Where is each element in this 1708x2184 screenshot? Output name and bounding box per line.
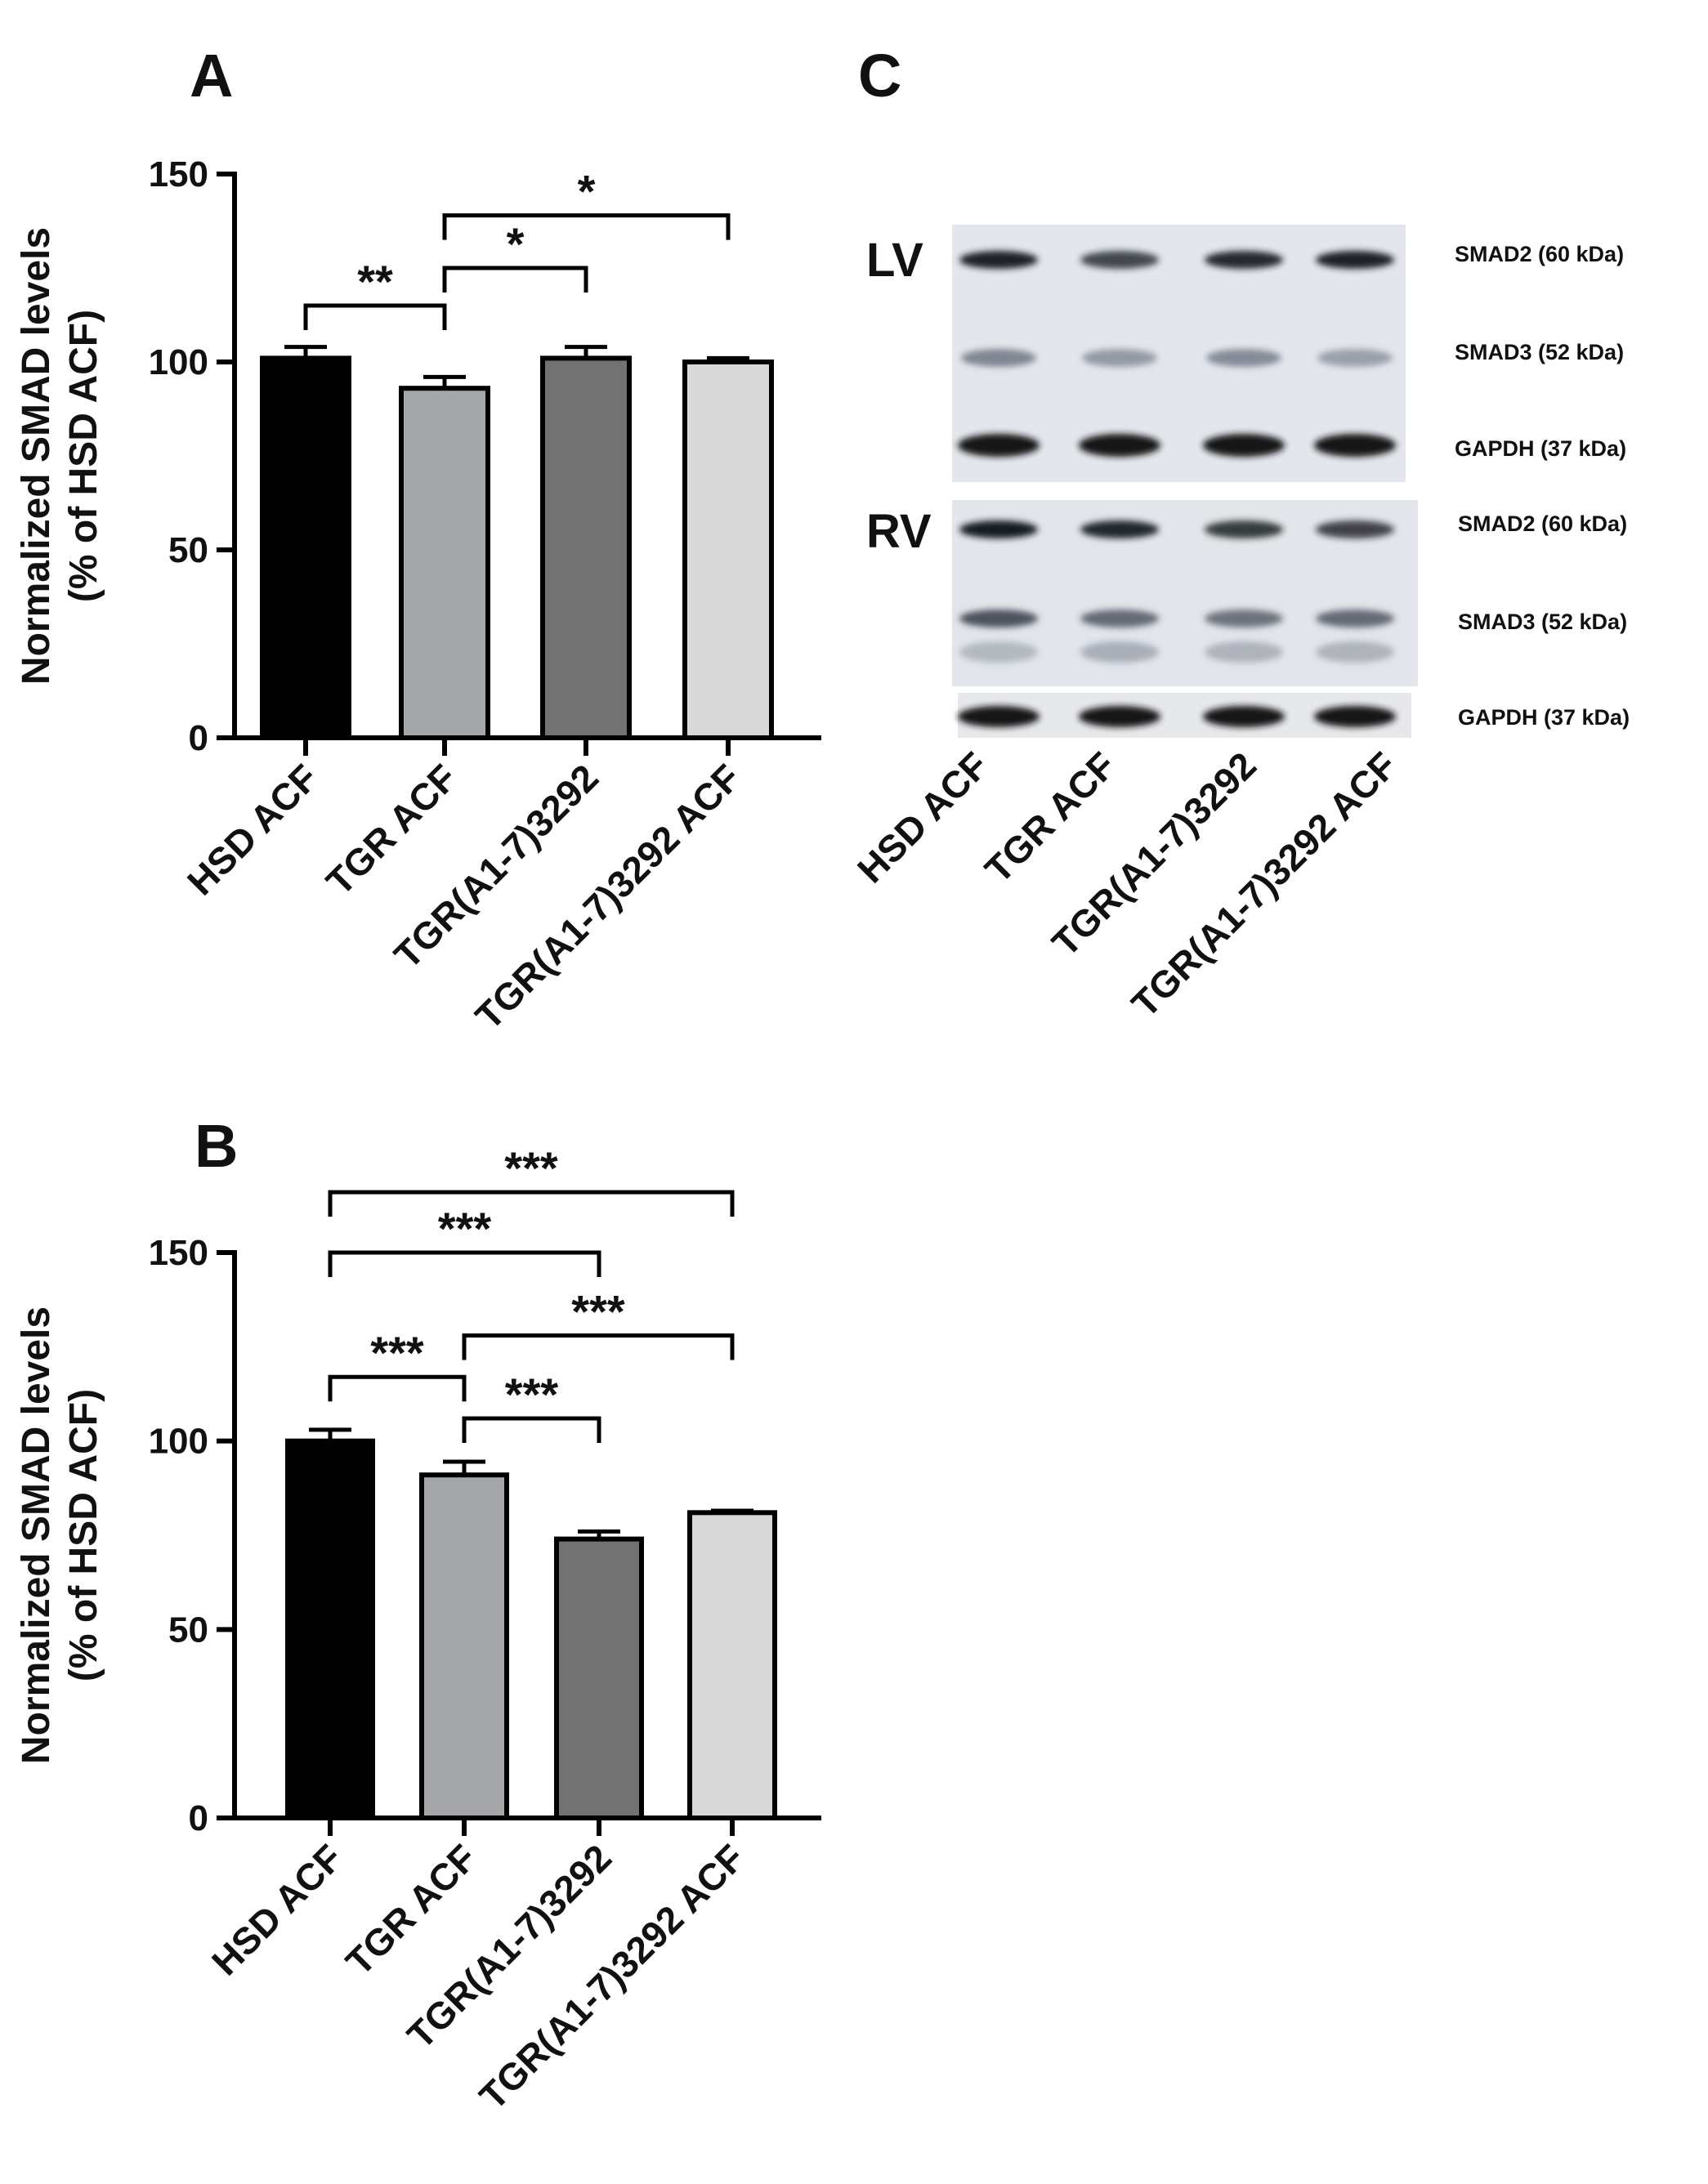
band-lv-gapdh xyxy=(1314,434,1396,457)
bar xyxy=(399,386,490,740)
band-lv-smad3 xyxy=(1317,349,1393,367)
y-tick-label: 100 xyxy=(149,342,208,382)
y-tick-label: 50 xyxy=(168,1610,208,1650)
band-lv-smad2 xyxy=(1316,251,1394,269)
significance-bracket xyxy=(328,1190,735,1217)
band-rv-smad3 xyxy=(1316,610,1394,628)
blot-tag-lv: LV xyxy=(866,234,923,287)
band-label-lv-smad3: SMAD3 (52 kDa) xyxy=(1455,340,1624,364)
y-axis-subtitle: (% of HSD ACF) xyxy=(62,310,105,602)
y-tick-label: 150 xyxy=(149,1233,208,1273)
significance-label: ** xyxy=(357,256,393,307)
blot-tag-rv: RV xyxy=(866,505,932,558)
bar xyxy=(540,355,632,740)
band-rv-smad2 xyxy=(1080,520,1159,538)
y-tick-label: 0 xyxy=(189,718,208,758)
band-label-lv-gapdh: GAPDH (37 kDa) xyxy=(1455,436,1626,461)
y-tick-label: 150 xyxy=(149,154,208,194)
significance-label: * xyxy=(578,166,596,217)
category-label: TGR ACF xyxy=(318,756,465,903)
band-rv-smad3 xyxy=(959,610,1038,628)
band-lv-smad2 xyxy=(959,251,1038,269)
significance-label: *** xyxy=(438,1203,492,1254)
y-axis-title: Normalized SMAD levels xyxy=(15,227,58,685)
band-rv-smad3 xyxy=(1080,610,1159,628)
y-axis-subtitle: (% of HSD ACF) xyxy=(62,1389,105,1682)
band-rv-smad3-lower xyxy=(1316,641,1394,663)
panel-letter-a: A xyxy=(190,42,233,109)
blot-lane-label: TGR ACF xyxy=(977,744,1124,891)
bar xyxy=(419,1472,509,1820)
band-rv-smad3-lower xyxy=(959,641,1038,663)
band-lv-smad3 xyxy=(961,349,1036,367)
panel-letter-c: C xyxy=(858,42,901,109)
bar xyxy=(687,1510,777,1820)
band-lv-gapdh xyxy=(958,434,1040,457)
band-lv-gapdh xyxy=(1203,434,1285,457)
band-rv-gapdh xyxy=(1079,706,1160,727)
category-label: TGR ACF xyxy=(338,1836,485,1983)
bar xyxy=(554,1536,644,1820)
blot-lane-label: HSD ACF xyxy=(849,744,996,891)
band-lv-gapdh xyxy=(1079,434,1160,457)
band-rv-smad2 xyxy=(1316,520,1394,538)
significance-label: *** xyxy=(571,1285,625,1337)
significance-bracket xyxy=(442,266,588,293)
band-lv-smad2 xyxy=(1205,251,1283,269)
category-label: HSD ACF xyxy=(179,756,326,903)
band-rv-smad2 xyxy=(1205,520,1283,538)
band-lv-smad3 xyxy=(1206,349,1281,367)
band-rv-smad3-lower xyxy=(1080,641,1159,663)
y-tick-label: 50 xyxy=(168,530,208,570)
significance-bracket xyxy=(328,1250,601,1277)
category-label: TGR(A1-7)3292 ACF xyxy=(467,756,749,1038)
band-rv-smad3-lower xyxy=(1205,641,1283,663)
band-lv-smad3 xyxy=(1082,349,1157,367)
significance-bracket xyxy=(328,1374,467,1402)
bar xyxy=(260,355,351,740)
band-rv-gapdh xyxy=(1203,706,1285,727)
significance-bracket xyxy=(442,213,731,240)
category-label: HSD ACF xyxy=(203,1836,351,1983)
significance-label: *** xyxy=(370,1327,424,1378)
bar xyxy=(285,1438,375,1820)
blot-lane-label: TGR(A1-7)3292 ACF xyxy=(1123,744,1405,1025)
significance-bracket xyxy=(462,1333,735,1360)
band-label-rv-smad3: SMAD3 (52 kDa) xyxy=(1458,610,1627,634)
y-axis-title: Normalized SMAD levels xyxy=(15,1306,58,1764)
significance-bracket xyxy=(462,1416,601,1443)
blot-bands xyxy=(958,251,1396,727)
y-tick-label: 0 xyxy=(189,1798,208,1838)
band-rv-gapdh xyxy=(958,706,1040,727)
band-label-rv-smad2: SMAD2 (60 kDa) xyxy=(1458,511,1627,536)
band-label-lv-smad2: SMAD2 (60 kDa) xyxy=(1455,242,1624,266)
band-rv-smad2 xyxy=(959,520,1038,538)
band-rv-gapdh xyxy=(1314,706,1396,727)
category-label: TGR(A1-7)3292 ACF xyxy=(471,1836,753,2118)
chart-b: 0 50 100 150 Normalized SMAD levels (% of HSD… xyxy=(15,1142,821,2118)
bar xyxy=(682,360,774,740)
panel-letter-b: B xyxy=(194,1112,238,1180)
band-lv-smad2 xyxy=(1080,251,1159,269)
significance-label: *** xyxy=(505,1369,559,1420)
y-tick-label: 100 xyxy=(149,1422,208,1462)
band-label-rv-gapdh: GAPDH (37 kDa) xyxy=(1458,705,1630,730)
significance-label: * xyxy=(507,218,525,270)
chart-a: 0 50 100 150 Normalized SMAD levels (% of HSD… xyxy=(15,154,821,1038)
band-rv-smad3 xyxy=(1205,610,1283,628)
western-blot: LV RV SMAD2 (60 kDa) SMAD3 (52 kDa) GAPD… xyxy=(849,225,1630,1025)
significance-label: *** xyxy=(504,1142,558,1194)
significance-bracket xyxy=(303,303,447,330)
